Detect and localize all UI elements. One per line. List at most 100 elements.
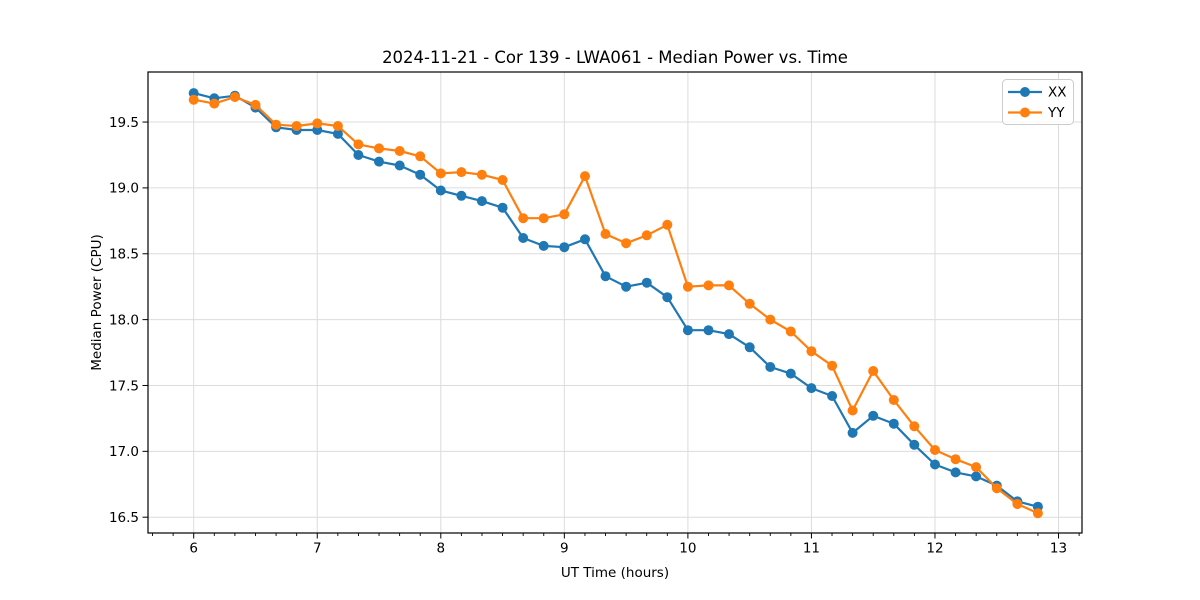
x-tick-label: 6 <box>189 541 198 557</box>
data-point-yy <box>641 230 652 241</box>
data-point-xx <box>744 342 755 353</box>
data-point-yy <box>765 314 776 325</box>
data-point-yy <box>806 346 817 357</box>
legend-marker-yy <box>1020 107 1030 118</box>
data-point-yy <box>847 405 858 416</box>
data-point-xx <box>394 160 405 171</box>
data-point-yy <box>600 229 611 239</box>
legend-label-xx: XX <box>1048 85 1067 101</box>
data-point-yy <box>930 445 940 455</box>
data-point-xx <box>621 281 632 292</box>
data-point-yy <box>394 146 405 156</box>
data-point-xx <box>703 325 714 336</box>
y-tick-label: 17.5 <box>109 378 139 394</box>
data-point-yy <box>476 169 487 180</box>
plot-border <box>147 71 1083 534</box>
data-point-yy <box>415 151 426 162</box>
x-tick-label: 8 <box>437 541 446 557</box>
tick-labels: 6 7 8 9 10 11 12 13 16.5 17.0 17.5 18.0 18.5 19.0 19.5 <box>109 115 1067 557</box>
data-point-yy <box>188 94 199 105</box>
data-point-xx <box>827 391 838 401</box>
x-tick-label: 13 <box>1050 541 1067 557</box>
data-point-yy <box>724 280 734 291</box>
data-point-yy <box>518 213 529 224</box>
legend-label-yy: YY <box>1047 105 1065 121</box>
data-point-xx <box>641 277 652 288</box>
data-point-yy <box>456 167 467 178</box>
data-point-yy <box>271 119 282 130</box>
y-tick-label: 19.5 <box>109 115 139 131</box>
data-point-yy <box>538 213 549 224</box>
data-point-xx <box>332 128 343 139</box>
data-series <box>188 88 1043 519</box>
data-point-xx <box>868 410 879 421</box>
data-point-xx <box>374 156 384 167</box>
data-point-xx <box>353 150 364 160</box>
data-point-xx <box>785 368 796 379</box>
x-tick-label: 12 <box>926 541 943 557</box>
data-point-yy <box>291 121 302 131</box>
x-tick-label: 7 <box>313 541 322 557</box>
data-point-yy <box>868 366 879 376</box>
axis-ticks <box>142 121 1080 539</box>
data-point-yy <box>703 280 714 291</box>
data-point-yy <box>229 92 240 102</box>
data-point-yy <box>827 360 838 371</box>
y-tick-label: 18.0 <box>109 312 139 328</box>
data-point-xx <box>930 459 940 470</box>
data-point-xx <box>950 467 961 478</box>
data-point-xx <box>765 362 776 372</box>
data-point-yy <box>312 118 323 129</box>
data-point-yy <box>1032 508 1043 519</box>
data-point-yy <box>580 171 590 182</box>
data-point-xx <box>435 185 446 196</box>
data-point-yy <box>497 175 508 185</box>
data-point-xx <box>888 418 899 429</box>
data-point-yy <box>888 395 899 405</box>
data-point-yy <box>744 298 755 309</box>
legend: XX YY <box>1002 79 1074 125</box>
data-point-xx <box>580 234 590 245</box>
chart-title: 2024-11-21 - Cor 139 - LWA061 - Median P… <box>382 48 848 67</box>
x-tick-label: 10 <box>679 541 696 557</box>
series-line-yy <box>192 95 1040 515</box>
data-point-xx <box>559 242 570 253</box>
y-tick-label: 19.0 <box>109 181 139 197</box>
data-point-yy <box>785 326 796 337</box>
data-point-xx <box>600 271 611 282</box>
data-point-yy <box>909 421 920 432</box>
data-point-yy <box>435 168 446 179</box>
data-point-yy <box>971 462 982 473</box>
data-point-yy <box>662 219 673 230</box>
x-tick-label: 9 <box>560 541 569 557</box>
data-point-yy <box>621 238 632 249</box>
x-tick-label: 11 <box>803 541 820 557</box>
y-tick-label: 16.5 <box>109 510 139 526</box>
data-point-yy <box>250 99 261 110</box>
data-point-xx <box>909 439 920 450</box>
x-axis-label: UT Time (hours) <box>561 565 669 581</box>
y-tick-label: 17.0 <box>109 444 139 460</box>
data-point-xx <box>518 233 529 243</box>
legend-marker-xx <box>1020 87 1030 97</box>
data-point-yy <box>353 139 364 150</box>
data-point-xx <box>538 240 549 251</box>
data-point-yy <box>374 143 384 154</box>
data-point-yy <box>950 454 961 465</box>
data-point-yy <box>682 281 693 292</box>
data-point-xx <box>724 329 734 340</box>
data-point-yy <box>1012 499 1023 509</box>
data-point-xx <box>497 202 508 213</box>
data-point-xx <box>415 169 426 180</box>
data-point-xx <box>806 383 817 394</box>
data-point-yy <box>559 209 570 220</box>
data-point-yy <box>209 98 220 109</box>
data-point-xx <box>682 325 693 336</box>
y-tick-label: 18.5 <box>109 247 139 263</box>
gridlines <box>148 72 1082 533</box>
data-point-xx <box>662 292 673 303</box>
data-point-xx <box>847 427 858 438</box>
data-point-xx <box>456 190 467 201</box>
